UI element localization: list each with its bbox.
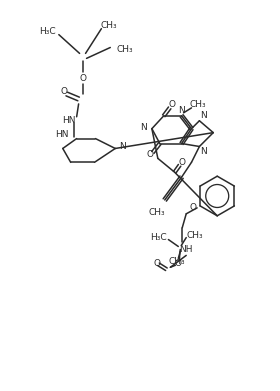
- Text: O: O: [190, 203, 197, 212]
- Text: O: O: [175, 259, 182, 268]
- Text: N: N: [140, 123, 147, 132]
- Text: O: O: [168, 100, 175, 109]
- Text: O: O: [146, 150, 153, 159]
- Text: HN: HN: [62, 116, 76, 125]
- Text: HN: HN: [55, 130, 69, 139]
- Text: H₃C: H₃C: [39, 27, 56, 36]
- Text: CH₃: CH₃: [100, 21, 117, 30]
- Text: CH₃: CH₃: [116, 45, 133, 54]
- Text: O: O: [153, 259, 160, 268]
- Text: N: N: [200, 111, 207, 120]
- Text: CH₃: CH₃: [148, 208, 165, 217]
- Text: O: O: [178, 158, 185, 167]
- Text: O: O: [79, 74, 86, 83]
- Text: H₃C: H₃C: [150, 233, 166, 242]
- Text: CH₃: CH₃: [168, 257, 185, 266]
- Text: CH₃: CH₃: [190, 100, 206, 109]
- Text: CH₃: CH₃: [186, 231, 203, 240]
- Text: N: N: [119, 142, 126, 151]
- Text: O: O: [60, 86, 67, 95]
- Text: N: N: [200, 147, 207, 156]
- Text: NH: NH: [179, 245, 193, 254]
- Text: N: N: [178, 106, 185, 115]
